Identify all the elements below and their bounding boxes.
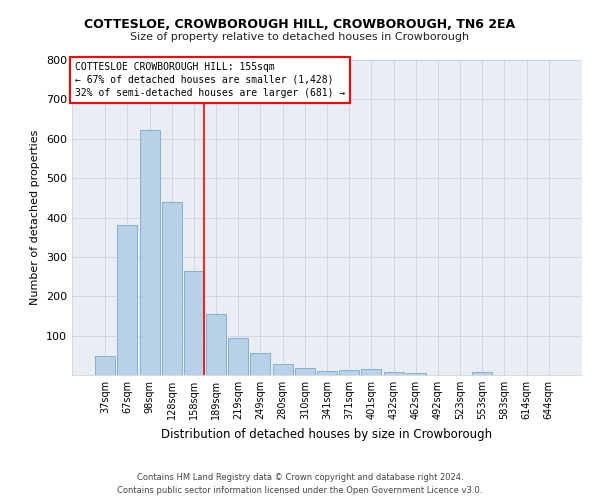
Bar: [361, 370, 382, 375]
Text: COTTESLOE, CROWBOROUGH HILL, CROWBOROUGH, TN6 2EA: COTTESLOE, CROWBOROUGH HILL, CROWBOROUGH…: [85, 18, 515, 30]
Bar: [272, 364, 293, 375]
Bar: [184, 270, 204, 375]
Text: COTTESLOE CROWBOROUGH HILL: 155sqm
← 67% of detached houses are smaller (1,428)
: COTTESLOE CROWBOROUGH HILL: 155sqm ← 67%…: [74, 62, 345, 98]
Bar: [140, 130, 160, 375]
Bar: [406, 373, 426, 375]
Text: Size of property relative to detached houses in Crowborough: Size of property relative to detached ho…: [130, 32, 470, 42]
Text: Contains HM Land Registry data © Crown copyright and database right 2024.
Contai: Contains HM Land Registry data © Crown c…: [118, 474, 482, 495]
Y-axis label: Number of detached properties: Number of detached properties: [31, 130, 40, 305]
Bar: [162, 202, 182, 375]
X-axis label: Distribution of detached houses by size in Crowborough: Distribution of detached houses by size …: [161, 428, 493, 440]
Bar: [206, 314, 226, 375]
Bar: [95, 356, 115, 375]
Bar: [228, 338, 248, 375]
Bar: [250, 354, 271, 375]
Bar: [472, 372, 492, 375]
Bar: [339, 370, 359, 375]
Bar: [317, 370, 337, 375]
Bar: [118, 224, 137, 375]
Bar: [383, 372, 404, 375]
Bar: [295, 368, 315, 375]
